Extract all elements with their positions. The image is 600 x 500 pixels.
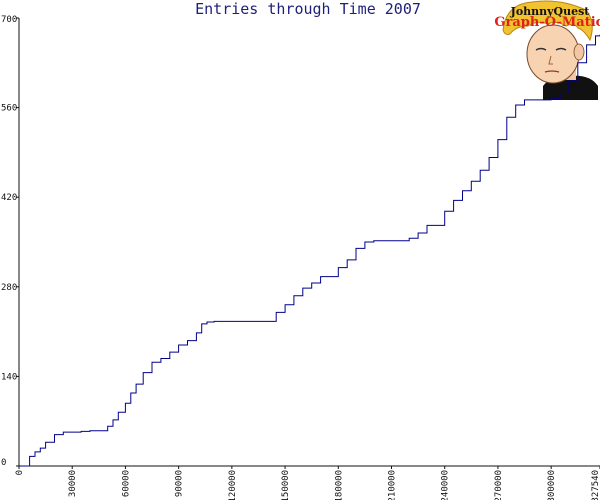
chart-title: Entries through Time 2007	[195, 0, 421, 18]
y-tick-label: 0	[1, 458, 6, 468]
logo-nose	[548, 55, 553, 65]
x-tick-label: 0	[15, 470, 25, 475]
logo-ear	[573, 43, 585, 61]
x-tick-label: 60000	[121, 470, 131, 497]
x-tick-label: 30000	[68, 470, 78, 497]
logo-hair	[502, 0, 593, 42]
logo-title-line1: JohnnyQuest	[510, 5, 591, 18]
x-tick-label: 180000	[334, 470, 344, 500]
y-tick-label: 140	[1, 372, 17, 382]
y-tick-label: 280	[1, 283, 17, 293]
logo-face	[526, 24, 580, 84]
y-tick-label: 560	[1, 104, 17, 114]
y-tick-label: 420	[1, 193, 17, 203]
johnnyquest-logo: JohnnyQuest Graph-O-Matic	[494, 0, 600, 100]
x-tick-label: 240000	[441, 470, 451, 500]
logo-title-line2: Graph-O-Matic	[494, 15, 600, 30]
x-tick-label: 300000	[547, 470, 557, 500]
x-tick-label: 270000	[494, 470, 504, 500]
logo-mouth	[544, 70, 560, 73]
x-tick-label: 120000	[228, 470, 238, 500]
x-tick-label: 327540	[591, 470, 600, 500]
series-line	[19, 34, 600, 467]
y-tick-label: 700	[1, 15, 17, 25]
logo-left-eye	[535, 47, 547, 51]
logo-right-eye	[555, 47, 567, 51]
x-tick-label: 150000	[281, 470, 291, 500]
x-tick-label: 210000	[388, 470, 398, 500]
x-tick-label: 90000	[175, 470, 185, 497]
